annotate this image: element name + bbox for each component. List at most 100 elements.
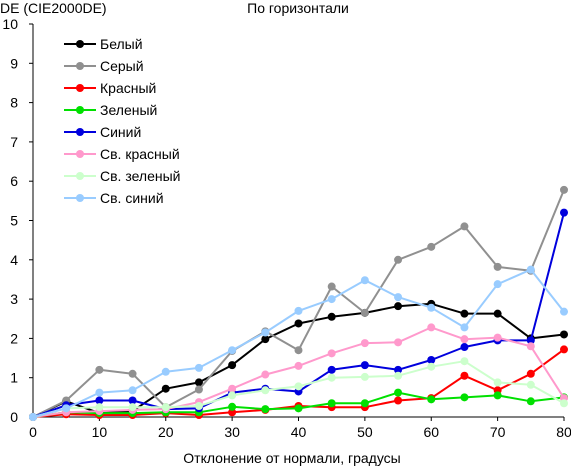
data-point bbox=[228, 408, 237, 417]
legend-item: Белый bbox=[64, 36, 143, 52]
x-axis-label: Отклонение от нормали, градусы bbox=[183, 450, 400, 466]
legend-item: Синий bbox=[64, 124, 141, 140]
data-point bbox=[194, 363, 203, 372]
data-point bbox=[427, 395, 436, 404]
y-tick-label: 7 bbox=[10, 134, 18, 150]
data-point bbox=[228, 391, 237, 400]
data-point bbox=[327, 365, 336, 374]
data-point bbox=[360, 361, 369, 370]
legend-swatch-marker bbox=[76, 172, 84, 180]
data-point bbox=[194, 378, 203, 387]
data-point bbox=[62, 404, 71, 413]
legend-label: Синий bbox=[100, 124, 141, 140]
data-point bbox=[95, 388, 104, 397]
data-point bbox=[228, 384, 237, 393]
legend-label: Зеленый bbox=[100, 102, 157, 118]
data-point bbox=[526, 380, 535, 389]
data-point bbox=[294, 346, 303, 355]
data-point bbox=[560, 185, 568, 194]
x-tick-label: 30 bbox=[224, 424, 240, 440]
data-point bbox=[493, 280, 502, 289]
data-point bbox=[560, 208, 568, 217]
y-tick-label: 1 bbox=[10, 370, 18, 386]
data-point bbox=[460, 393, 469, 402]
data-point bbox=[228, 361, 237, 370]
data-point bbox=[294, 382, 303, 391]
data-point bbox=[394, 365, 403, 374]
x-tick-label: 80 bbox=[556, 424, 571, 440]
data-point bbox=[128, 396, 137, 405]
data-point bbox=[161, 403, 170, 412]
data-point bbox=[460, 222, 469, 231]
data-point bbox=[128, 403, 137, 412]
data-point bbox=[427, 242, 436, 251]
x-tick-label: 0 bbox=[29, 424, 37, 440]
y-tick-label: 5 bbox=[10, 213, 18, 229]
legend-item: Зеленый bbox=[64, 102, 157, 118]
data-point bbox=[327, 399, 336, 408]
data-point bbox=[560, 330, 568, 339]
data-point bbox=[394, 293, 403, 302]
legend-swatch-marker bbox=[76, 62, 84, 70]
series-Св. зеленый bbox=[29, 357, 568, 421]
chart-title: По горизонтали bbox=[247, 0, 349, 16]
data-point bbox=[360, 399, 369, 408]
data-point bbox=[261, 405, 270, 414]
legend-item: Св. зеленый bbox=[64, 168, 180, 184]
data-point bbox=[460, 357, 469, 366]
data-point bbox=[427, 356, 436, 365]
data-point bbox=[194, 385, 203, 394]
series-Св. синий bbox=[29, 265, 568, 421]
data-point bbox=[460, 343, 469, 352]
data-point bbox=[526, 336, 535, 345]
legend-item: Св. красный bbox=[64, 146, 180, 162]
data-point bbox=[161, 367, 170, 376]
data-point bbox=[493, 378, 502, 387]
y-tick-label: 3 bbox=[10, 291, 18, 307]
legend-item: Красный bbox=[64, 80, 156, 96]
legend-swatch-marker bbox=[76, 194, 84, 202]
y-tick-label: 2 bbox=[10, 330, 18, 346]
data-point bbox=[427, 303, 436, 312]
legend-item: Серый bbox=[64, 58, 144, 74]
legend-label: Св. красный bbox=[100, 146, 180, 162]
axes: 0 1 2 3 4 5 6 7 8 9 10 0 10 20 30 40 50 60 70 80 bbox=[2, 16, 571, 440]
data-point bbox=[493, 309, 502, 318]
legend-swatch-marker bbox=[76, 84, 84, 92]
y-tick-label: 0 bbox=[10, 409, 18, 425]
data-point bbox=[360, 372, 369, 381]
data-point bbox=[460, 323, 469, 332]
series-layer bbox=[29, 185, 568, 421]
data-point bbox=[228, 346, 237, 355]
data-point bbox=[161, 384, 170, 393]
data-point bbox=[327, 295, 336, 304]
data-point bbox=[294, 361, 303, 370]
data-point bbox=[261, 370, 270, 379]
data-point bbox=[394, 338, 403, 347]
legend-swatch-marker bbox=[76, 40, 84, 48]
data-point bbox=[29, 413, 37, 421]
data-point bbox=[493, 333, 502, 342]
data-point bbox=[427, 323, 436, 332]
legend-label: Св. зеленый bbox=[100, 168, 180, 184]
data-point bbox=[460, 335, 469, 344]
data-point bbox=[526, 342, 535, 351]
legend-label: Св. синий bbox=[100, 190, 164, 206]
data-point bbox=[394, 302, 403, 311]
data-point bbox=[95, 403, 104, 412]
data-point bbox=[460, 371, 469, 380]
legend-label: Красный bbox=[100, 80, 156, 96]
data-point bbox=[327, 312, 336, 321]
data-point bbox=[360, 276, 369, 285]
x-tick-label: 60 bbox=[423, 424, 439, 440]
data-point bbox=[294, 404, 303, 413]
data-point bbox=[526, 265, 535, 274]
data-point bbox=[294, 306, 303, 315]
data-point bbox=[261, 328, 270, 337]
data-point bbox=[261, 335, 270, 344]
legend-label: Серый bbox=[100, 58, 144, 74]
y-tick-label: 4 bbox=[10, 252, 18, 268]
data-point bbox=[228, 402, 237, 411]
data-point bbox=[560, 399, 568, 408]
